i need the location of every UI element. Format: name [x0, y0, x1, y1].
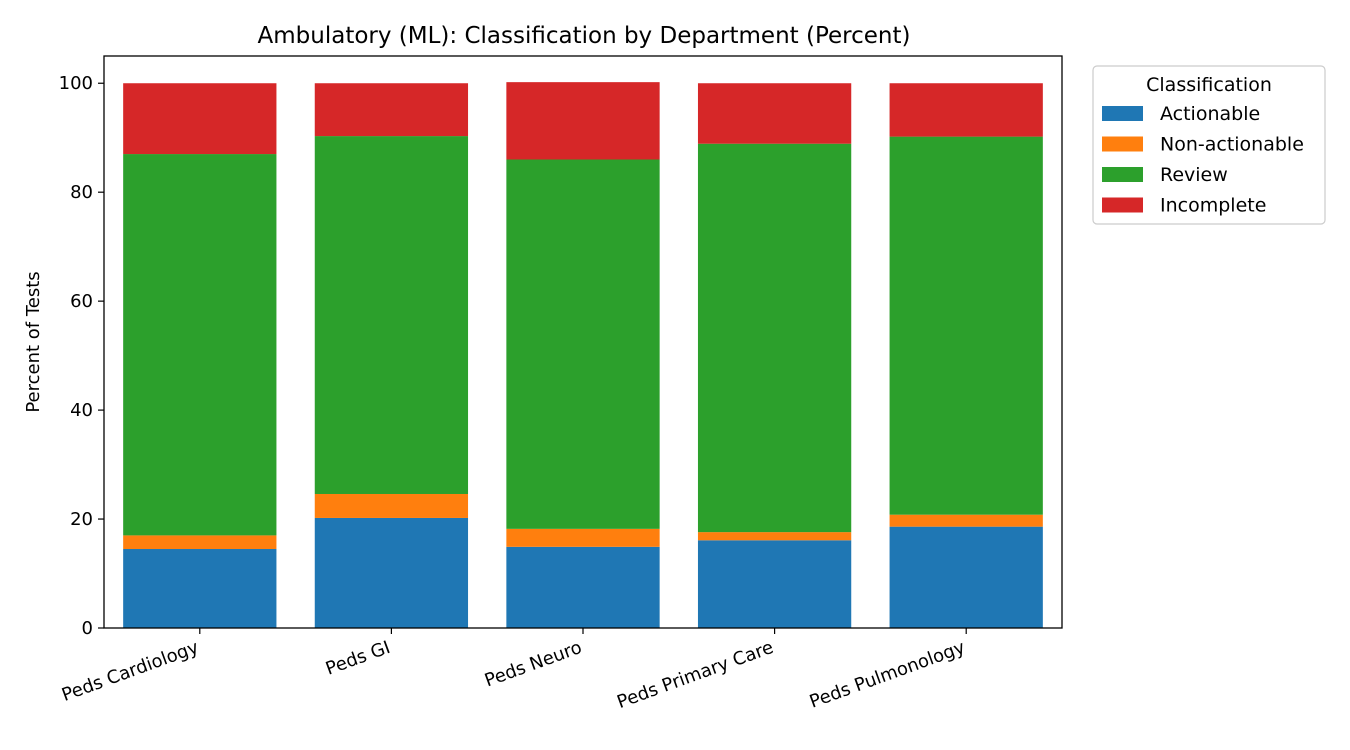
bar-review-1	[314, 136, 469, 494]
bar-review-0	[123, 154, 277, 536]
legend-swatch-non-actionable	[1102, 136, 1143, 152]
legend: Classification Actionable Non-actionable R…	[1092, 65, 1326, 225]
x-tick-label: Peds Cardiology	[59, 637, 202, 706]
bar-review-3	[697, 143, 852, 533]
bars-group	[123, 82, 1043, 628]
legend-swatch-actionable	[1102, 106, 1143, 121]
bar-actionable-3	[697, 540, 852, 628]
bar-incomplete-4	[889, 83, 1043, 137]
bar-actionable-2	[506, 546, 660, 628]
bar-review-2	[506, 159, 660, 529]
legend-box	[1092, 65, 1326, 225]
chart-title: Ambulatory (ML): Classification by Depar…	[258, 23, 911, 49]
bar-incomplete-3	[697, 83, 852, 144]
legend-label-non-actionable: Non-actionable	[1160, 134, 1304, 156]
x-tick-label: Peds GI	[323, 637, 393, 680]
y-tick-label: 100	[59, 73, 93, 94]
y-tick-label: 20	[70, 509, 93, 530]
legend-items: Actionable Non-actionable Review Incomplete	[1102, 103, 1304, 217]
legend-label-review: Review	[1160, 164, 1228, 186]
legend-title: Classification	[1146, 74, 1272, 96]
bar-actionable-1	[314, 517, 469, 628]
bar-review-4	[889, 136, 1043, 515]
bar-non-actionable-4	[889, 514, 1043, 527]
legend-label-incomplete: Incomplete	[1160, 195, 1266, 217]
plot-frame	[103, 55, 1063, 629]
y-axis: 0 20 40 60 80 100	[59, 73, 104, 639]
y-axis-label: Percent of Tests	[23, 271, 44, 412]
bar-incomplete-0	[123, 83, 277, 155]
legend-swatch-incomplete	[1102, 197, 1143, 213]
bar-non-actionable-0	[123, 535, 277, 550]
x-axis: Peds Cardiology Peds GI Peds Neuro Peds Pri…	[59, 628, 968, 713]
x-tick-label: Peds Neuro	[482, 637, 585, 692]
bar-actionable-0	[123, 549, 277, 628]
y-tick-label: 80	[70, 182, 93, 203]
legend-swatch-review	[1102, 167, 1143, 182]
bar-non-actionable-2	[506, 528, 660, 547]
legend-label-actionable: Actionable	[1160, 103, 1260, 125]
y-tick-label: 40	[70, 400, 93, 421]
bar-non-actionable-1	[314, 493, 469, 518]
bar-actionable-4	[889, 526, 1043, 628]
bar-non-actionable-3	[697, 532, 852, 541]
y-tick-label: 60	[70, 291, 93, 312]
x-tick-label: Peds Pulmonology	[807, 637, 968, 713]
y-tick-label: 0	[82, 618, 93, 639]
x-tick-label: Peds Primary Care	[614, 637, 776, 713]
bar-incomplete-2	[506, 82, 660, 160]
bar-incomplete-1	[314, 83, 469, 137]
